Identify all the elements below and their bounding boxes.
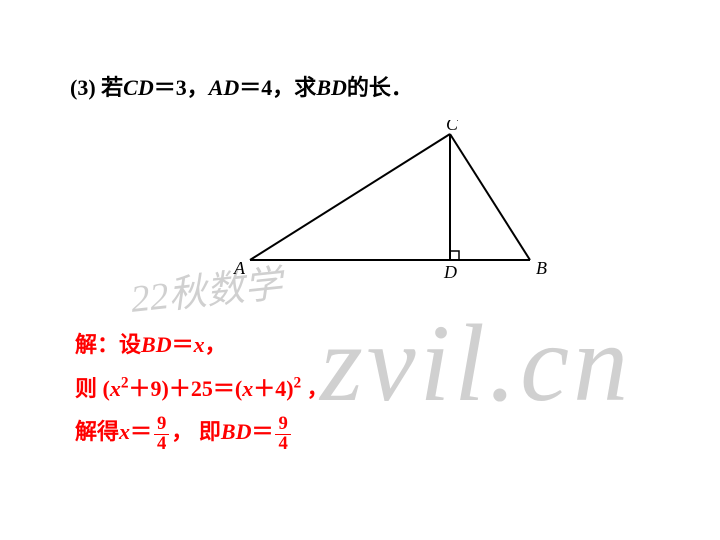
s1-x: x [194, 332, 205, 357]
s1-t2: ＝ [172, 332, 194, 357]
s2-t2: ＋9)＋25＝( [129, 376, 243, 401]
q-prefix: (3) 若 [70, 75, 123, 100]
triangle-diagram: A B C D [230, 120, 550, 285]
question-text: (3) 若CD＝3，AD＝4，求BD的长． [70, 70, 413, 102]
q-suffix: 的长． [347, 75, 413, 100]
s3-frac1: 94 [154, 415, 169, 453]
svg-text:B: B [536, 258, 547, 278]
q-eq1: ＝3， [154, 75, 209, 100]
s2-t4: ， [301, 376, 329, 401]
q-var2: AD [209, 75, 240, 100]
s3-var: BD [221, 419, 252, 444]
s2-sup1: 2 [121, 374, 129, 391]
s1-t1: 解：设 [75, 332, 141, 357]
s3-x: x [119, 419, 130, 444]
s3-frac1-num: 9 [154, 415, 169, 435]
s3-frac1-den: 4 [154, 435, 169, 454]
s3-frac2-den: 4 [275, 435, 290, 454]
s1-var: BD [141, 332, 172, 357]
solution-line-2: 则 (x2＋9)＋25＝(x＋4)2 ， [75, 369, 329, 409]
s3-frac2: 94 [275, 415, 290, 453]
solution-line-3: 解得x＝94， 即BD＝94 [75, 412, 329, 453]
solution-line-1: 解：设BD＝x， [75, 325, 329, 365]
s3-frac2-num: 9 [275, 415, 290, 435]
svg-text:A: A [233, 258, 246, 278]
s3-t3: ， 即 [171, 419, 221, 444]
svg-text:C: C [446, 120, 459, 134]
q-var3: BD [316, 75, 347, 100]
diagram-svg: A B C D [230, 120, 550, 280]
s2-x1: x [110, 376, 121, 401]
s3-t1: 解得 [75, 419, 119, 444]
s2-x2: x [242, 376, 253, 401]
s3-t4: ＝ [251, 419, 273, 444]
s2-t1: 则 ( [75, 376, 110, 401]
q-var1: CD [123, 75, 154, 100]
watermark-large: zvil.cn [320, 300, 632, 427]
s2-t3: ＋4) [253, 376, 293, 401]
s1-t3: ， [205, 332, 227, 357]
s3-t2: ＝ [130, 419, 152, 444]
svg-text:D: D [443, 262, 457, 280]
q-eq2: ＝4，求 [239, 75, 316, 100]
solution-block: 解：设BD＝x， 则 (x2＋9)＋25＝(x＋4)2 ， 解得x＝94， 即B… [75, 325, 329, 457]
